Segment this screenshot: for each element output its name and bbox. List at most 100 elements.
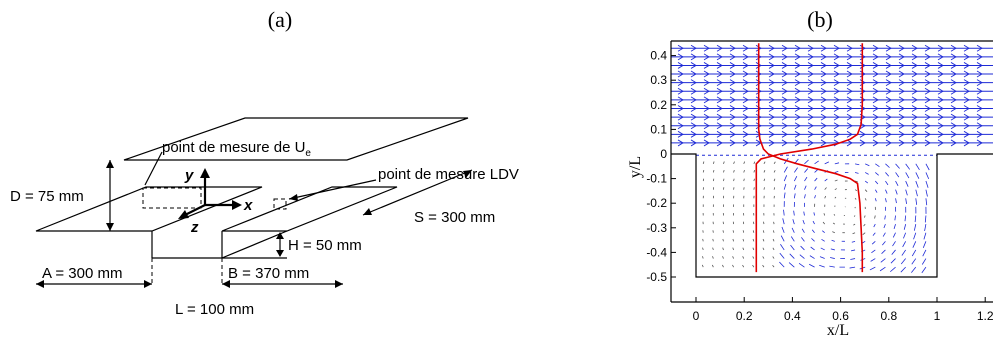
flow-arrow <box>742 87 749 95</box>
flow-arrow <box>898 70 905 78</box>
flow-arrow <box>950 139 957 147</box>
x-tick-label: 0 <box>693 309 700 323</box>
flow-arrow <box>846 79 853 87</box>
recirc-vector <box>752 256 755 259</box>
flow-arrow <box>703 44 710 52</box>
flow-arrow <box>729 130 736 138</box>
recirc-vector <box>772 265 775 268</box>
flow-arrow <box>729 105 736 112</box>
chart-area: 0 0.2 0.4 0.6 0.8 1 1.2 0.4 0.3 0.2 0.1 0 -0.1 -0.2 -0… <box>627 40 994 339</box>
recirc-vector <box>702 238 704 242</box>
recirc-vector <box>925 180 929 188</box>
flow-arrow <box>924 139 931 147</box>
flow-arrow <box>833 130 840 138</box>
flow-arrow <box>898 53 905 61</box>
flow-arrow <box>937 62 944 69</box>
recirc-vector <box>802 220 805 225</box>
b-arrow-left <box>222 280 230 288</box>
recirc-vector <box>819 256 825 259</box>
flow-arrow <box>768 44 775 52</box>
ue-label: point de mesure de Ue <box>162 139 311 159</box>
flow-arrow <box>898 122 905 130</box>
flow-arrow <box>911 70 918 78</box>
flow-arrow <box>924 79 931 87</box>
recirc-vector <box>702 247 704 251</box>
b-arrow-right <box>335 280 343 288</box>
flow-arrow <box>742 44 749 52</box>
recirc-vector <box>870 258 876 262</box>
flow-arrow <box>885 53 892 61</box>
recirc-vector <box>702 161 705 164</box>
flow-arrow <box>690 53 697 61</box>
flow-arrow <box>976 122 983 130</box>
flow-arrow <box>794 44 801 52</box>
recirc-vector <box>895 172 900 178</box>
flow-arrow <box>781 130 788 138</box>
flow-arrow <box>703 53 710 61</box>
recirc-vector <box>820 247 825 251</box>
flow-arrow <box>729 53 736 61</box>
x-tick-label: 1.2 <box>977 309 994 323</box>
recirc-vector <box>880 258 886 263</box>
recirc-vector <box>808 263 815 268</box>
recirc-vector <box>893 223 896 229</box>
recirc-vector <box>895 180 899 186</box>
flow-arrow <box>885 113 892 121</box>
recirc-vector <box>864 180 869 184</box>
flow-arrow <box>937 122 944 130</box>
flow-arrow <box>924 113 931 121</box>
recirc-vector <box>901 249 907 256</box>
flow-arrow <box>703 62 710 69</box>
flow-arrow <box>833 87 840 95</box>
recirc-vector <box>793 210 795 216</box>
flow-arrow <box>885 105 892 112</box>
panel-b-label: (b) <box>807 7 833 32</box>
flow-arrow <box>898 130 905 138</box>
flow-arrow <box>937 96 944 104</box>
flow-arrow <box>703 130 710 138</box>
flow-arrow <box>781 62 788 69</box>
flow-arrow <box>742 70 749 78</box>
flow-arrow <box>924 53 931 61</box>
flow-arrow <box>677 44 684 52</box>
flow-arrow <box>911 79 918 87</box>
flow-arrow <box>768 53 775 61</box>
recirc-vector <box>894 215 896 221</box>
flow-arrow <box>937 53 944 61</box>
flow-arrow <box>976 130 983 138</box>
ldv-measure-box <box>273 198 287 210</box>
flow-arrow <box>807 139 814 147</box>
flow-arrow <box>846 62 853 69</box>
flow-arrow <box>768 105 775 112</box>
recirc-vector <box>742 256 745 259</box>
flow-arrow <box>924 130 931 138</box>
recirc-vector <box>791 227 795 233</box>
flow-arrow <box>768 62 775 69</box>
recirc-vector <box>913 232 917 240</box>
flow-arrow <box>820 122 827 130</box>
recirc-vector <box>742 247 745 251</box>
recirc-vector <box>922 249 927 257</box>
flow-arrow <box>963 105 970 112</box>
recirc-vector <box>924 215 927 223</box>
flow-arrow <box>911 44 918 52</box>
recirc-vector <box>834 179 838 182</box>
recirc-vector <box>925 172 930 180</box>
flow-arrow <box>898 79 905 87</box>
flow-arrow <box>781 96 788 104</box>
flow-arrow <box>846 96 853 104</box>
flow-arrow <box>742 96 749 104</box>
flow-arrow <box>911 122 918 130</box>
x-tick-label: 0.2 <box>736 309 753 323</box>
recirc-vector <box>733 178 735 182</box>
flow-arrow <box>781 105 788 112</box>
flow-arrow <box>963 44 970 52</box>
flow-arrow <box>963 87 970 95</box>
flow-arrow <box>729 96 736 104</box>
cavity-back-edge <box>221 230 288 259</box>
recirc-vector <box>863 223 866 227</box>
recirc-vector <box>752 238 755 242</box>
flow-arrow <box>807 122 814 130</box>
flow-arrow <box>768 122 775 130</box>
flow-arrow <box>846 130 853 138</box>
